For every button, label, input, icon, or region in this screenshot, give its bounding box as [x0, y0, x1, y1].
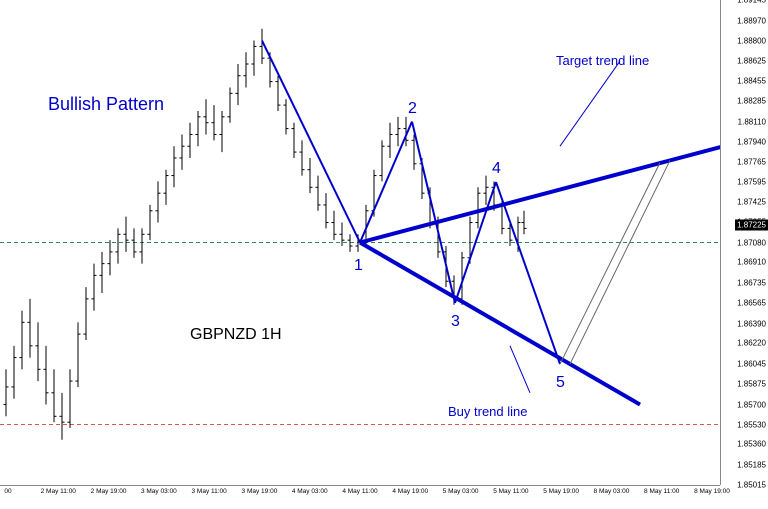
x-tick: 8 May 03:00 [594, 488, 630, 495]
y-tick: 1.85530 [737, 420, 766, 429]
plot-area[interactable]: Bullish Pattern GBPNZD 1H Target trend l… [0, 0, 720, 485]
y-tick: 1.86910 [737, 258, 766, 267]
x-tick: 5 May 03:00 [443, 488, 479, 495]
y-tick: 1.85360 [737, 440, 766, 449]
x-tick: 8 May 19:00 [694, 488, 730, 495]
wave-point-5: 5 [556, 374, 565, 392]
x-tick: 8 May 11:00 [644, 488, 679, 495]
x-tick: 2 May 11:00 [41, 488, 76, 495]
wave-point-4: 4 [492, 160, 501, 178]
y-tick: 1.89145 [737, 0, 766, 5]
target-trend-label: Target trend line [556, 53, 649, 68]
current-price-marker: 1.87225 [735, 220, 768, 231]
y-tick: 1.86565 [737, 298, 766, 307]
y-tick: 1.88970 [737, 16, 766, 25]
symbol-label: GBPNZD 1H [190, 326, 282, 344]
y-tick: 1.87080 [737, 238, 766, 247]
x-tick: 00 [4, 488, 11, 495]
wave-point-3: 3 [451, 313, 460, 331]
y-tick: 1.86735 [737, 279, 766, 288]
x-tick: 5 May 11:00 [493, 488, 528, 495]
wave-point-2: 2 [408, 100, 417, 118]
y-tick: 1.87425 [737, 197, 766, 206]
y-tick: 1.85015 [737, 481, 766, 490]
y-tick: 1.88800 [737, 36, 766, 45]
chart-svg [0, 0, 720, 485]
x-tick: 3 May 19:00 [242, 488, 278, 495]
y-tick: 1.86220 [737, 339, 766, 348]
y-tick: 1.88110 [738, 117, 766, 126]
x-tick: 3 May 03:00 [141, 488, 177, 495]
y-tick: 1.87595 [737, 178, 766, 187]
wave-point-1: 1 [354, 257, 363, 275]
x-axis: 00 2 May 11:00 2 May 19:00 3 May 03:00 3 May… [0, 485, 720, 509]
y-tick: 1.85185 [737, 461, 766, 470]
y-tick: 1.88625 [737, 57, 766, 66]
x-tick: 4 May 03:00 [292, 488, 328, 495]
y-tick: 1.87940 [737, 137, 766, 146]
y-axis: 1.89145 1.88970 1.88800 1.88625 1.88455 1.882… [720, 0, 768, 485]
x-tick: 4 May 19:00 [392, 488, 428, 495]
y-tick: 1.86045 [737, 360, 766, 369]
y-tick: 1.87765 [737, 158, 766, 167]
pattern-title: Bullish Pattern [48, 94, 164, 115]
x-tick: 3 May 11:00 [191, 488, 226, 495]
y-tick: 1.88455 [737, 77, 766, 86]
y-tick: 1.86390 [737, 319, 766, 328]
x-tick: 2 May 19:00 [91, 488, 127, 495]
buy-trend-label: Buy trend line [448, 404, 528, 419]
y-tick: 1.85700 [737, 400, 766, 409]
x-tick: 4 May 11:00 [342, 488, 377, 495]
y-tick: 1.85875 [737, 380, 766, 389]
chart-container: Bullish Pattern GBPNZD 1H Target trend l… [0, 0, 768, 509]
y-tick: 1.88285 [737, 96, 766, 105]
x-tick: 5 May 19:00 [543, 488, 579, 495]
